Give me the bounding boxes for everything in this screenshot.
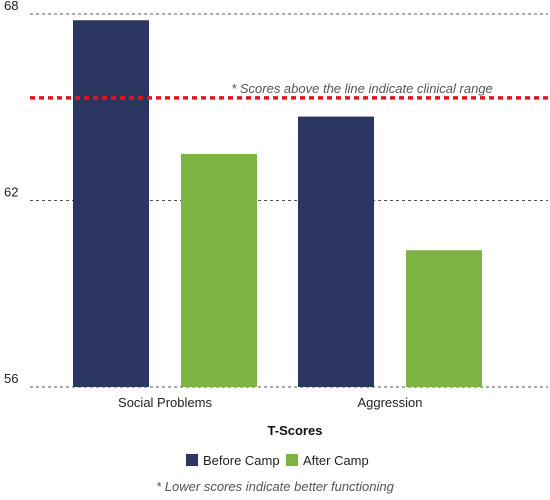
legend-swatch (286, 454, 298, 466)
legend: Before Camp After Camp (186, 453, 369, 468)
x-axis-title: T-Scores (268, 423, 323, 438)
category-label: Aggression (357, 395, 422, 410)
legend-label: Before Camp (203, 453, 280, 468)
y-tick-label: 62 (4, 185, 18, 200)
bar-before-camp (73, 20, 149, 387)
legend-swatch (186, 454, 198, 466)
category-labels: Social Problems Aggression (118, 395, 422, 410)
bar-before-camp (298, 116, 374, 387)
category-label: Social Problems (118, 395, 212, 410)
y-axis-tick-labels: 56 62 68 (4, 0, 18, 386)
y-tick-label: 56 (4, 371, 18, 386)
bars (73, 20, 482, 387)
y-tick-label: 68 (4, 0, 18, 13)
threshold-label: * Scores above the line indicate clinica… (231, 81, 493, 96)
bar-after-camp (181, 153, 257, 387)
threshold: * Scores above the line indicate clinica… (30, 81, 548, 100)
footnote: * Lower scores indicate better functioni… (156, 479, 395, 494)
bar-after-camp (406, 250, 482, 387)
legend-label: After Camp (303, 453, 369, 468)
